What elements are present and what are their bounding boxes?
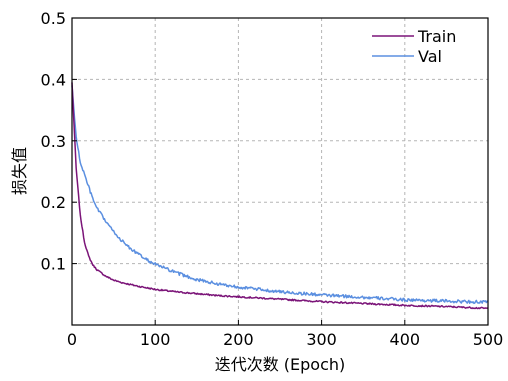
axis-ticks: 0 100 200 300 400 500 0.1 0.2 0.3 0.4 0.5 (41, 9, 504, 349)
y-axis-label: 损失值 (10, 147, 29, 195)
x-tick-label: 200 (223, 330, 254, 349)
plot-frame (71, 17, 489, 326)
x-tick-label: 300 (306, 330, 337, 349)
y-tick-label: 0.3 (41, 132, 66, 151)
series-lines (71, 82, 489, 310)
y-tick-label: 0.2 (41, 193, 66, 212)
y-tick-label: 0.4 (41, 70, 66, 89)
x-tick-label: 0 (67, 330, 77, 349)
x-tick-label: 400 (390, 330, 421, 349)
y-tick-label: 0.1 (41, 255, 66, 274)
x-tick-label: 500 (473, 330, 504, 349)
series-line-val (71, 85, 489, 305)
y-tick-label: 0.5 (41, 9, 66, 28)
legend-label-val: Val (418, 47, 442, 66)
x-axis-label: 迭代次数 (Epoch) (215, 355, 346, 374)
x-tick-label: 100 (140, 330, 171, 349)
series-line-train (71, 82, 489, 310)
legend-label-train: Train (417, 27, 456, 46)
